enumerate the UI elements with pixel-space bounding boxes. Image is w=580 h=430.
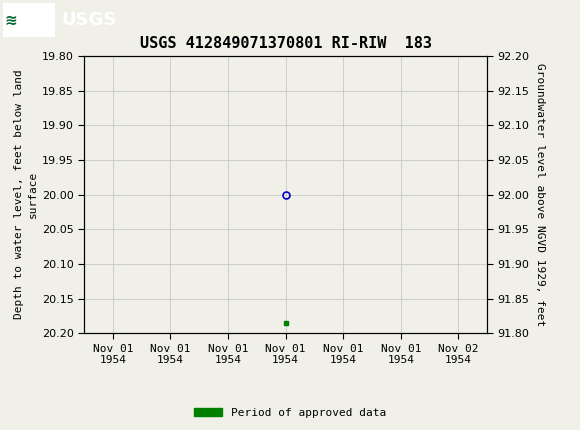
Text: USGS: USGS bbox=[61, 11, 116, 29]
Text: ≋: ≋ bbox=[4, 12, 17, 28]
Title: USGS 412849071370801 RI-RIW  183: USGS 412849071370801 RI-RIW 183 bbox=[140, 36, 432, 51]
Legend: Period of approved data: Period of approved data bbox=[190, 403, 390, 422]
Bar bbox=[3, 3, 55, 37]
Y-axis label: Groundwater level above NGVD 1929, feet: Groundwater level above NGVD 1929, feet bbox=[535, 63, 545, 326]
Y-axis label: Depth to water level, feet below land
surface: Depth to water level, feet below land su… bbox=[14, 70, 38, 319]
